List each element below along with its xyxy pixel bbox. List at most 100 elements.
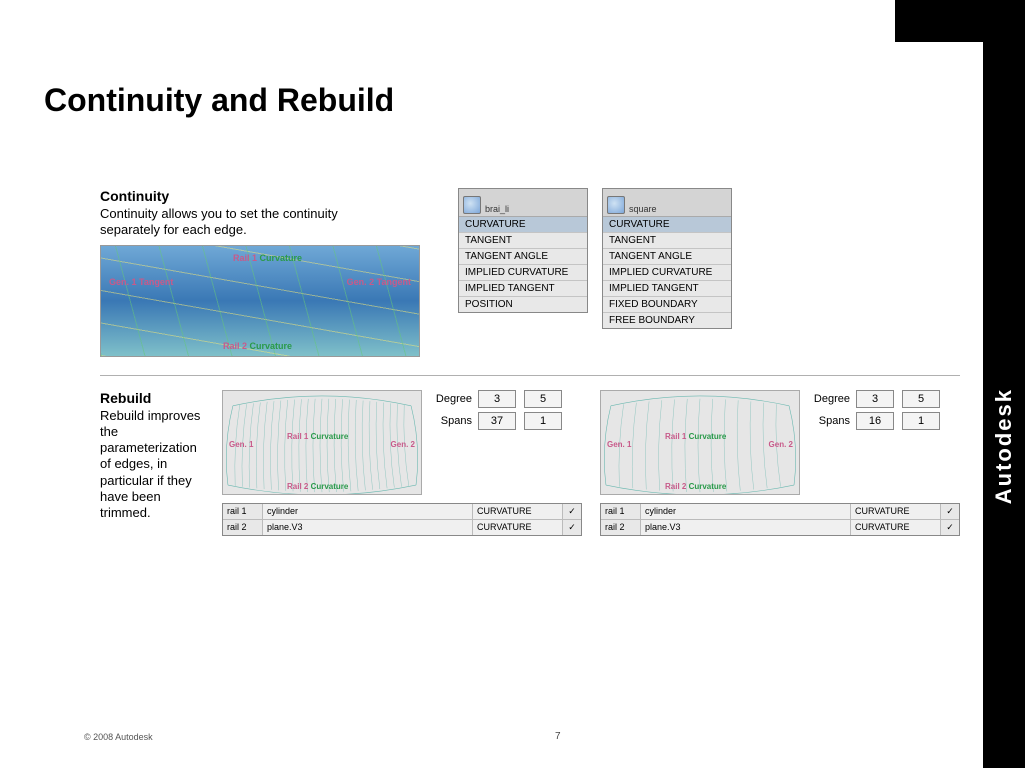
- menu-item[interactable]: IMPLIED CURVATURE: [603, 265, 731, 281]
- label-gen1: Gen. 1 Tangent: [107, 276, 175, 288]
- label-rail1-a: Rail 1: [233, 253, 260, 263]
- continuity-heading: Continuity: [100, 188, 380, 204]
- rail-check[interactable]: ✓: [563, 520, 581, 535]
- menu-item[interactable]: FREE BOUNDARY: [603, 313, 731, 328]
- spans-label: Spans: [430, 415, 478, 427]
- wlabel-rail1: Rail 1 Curvature: [285, 431, 350, 442]
- continuity-text-block: Continuity Continuity allows you to set …: [100, 188, 380, 357]
- wlabel-rail2-b: Curvature: [689, 482, 727, 491]
- wlabel-gen1: Gen. 1: [605, 439, 633, 450]
- rebuild-heading: Rebuild: [100, 390, 204, 406]
- continuity-surface-diagram: Gen. 1 Tangent Gen. 2 Tangent Rail 1 Cur…: [100, 245, 420, 357]
- page-number: 7: [555, 731, 561, 742]
- table-row: rail 1 cylinder CURVATURE ✓: [223, 504, 581, 520]
- rail-table-1: rail 1 cylinder CURVATURE ✓ rail 2 plane…: [222, 503, 582, 536]
- menu-item[interactable]: IMPLIED CURVATURE: [459, 265, 587, 281]
- rail-check[interactable]: ✓: [941, 504, 959, 519]
- rail-name: rail 2: [601, 520, 641, 535]
- rail-mode[interactable]: CURVATURE: [851, 504, 941, 519]
- rail-name: rail 1: [601, 504, 641, 519]
- rail-mode[interactable]: CURVATURE: [851, 520, 941, 535]
- rebuild-section: Rebuild Rebuild improves the parameteriz…: [100, 390, 960, 536]
- autodesk-logo-text: Autodesk: [991, 388, 1017, 504]
- degree-val-b[interactable]: 5: [902, 390, 940, 408]
- label-rail1-b: Curvature: [260, 253, 303, 263]
- rebuild-wireframe-1: Gen. 1 Gen. 2 Rail 1 Curvature Rail 2 Cu…: [222, 390, 422, 495]
- content-area: Continuity Continuity allows you to set …: [100, 188, 960, 536]
- wlabel-rail2-a: Rail 2: [287, 482, 311, 491]
- continuity-menu-1[interactable]: brai_li CURVATURE TANGENT TANGENT ANGLE …: [458, 188, 588, 313]
- rail-obj[interactable]: cylinder: [641, 504, 851, 519]
- menu-item[interactable]: TANGENT: [603, 233, 731, 249]
- wlabel-rail2: Rail 2 Curvature: [285, 481, 350, 492]
- wlabel-gen2: Gen. 2: [389, 439, 417, 450]
- rail-mode[interactable]: CURVATURE: [473, 520, 563, 535]
- surface-icon: [463, 196, 481, 214]
- degree-val-b[interactable]: 5: [524, 390, 562, 408]
- rail-table-2: rail 1 cylinder CURVATURE ✓ rail 2 plane…: [600, 503, 960, 536]
- menu-header: brai_li: [459, 189, 587, 217]
- rail-mode[interactable]: CURVATURE: [473, 504, 563, 519]
- rail-name: rail 2: [223, 520, 263, 535]
- rebuild-panel-1: Gen. 1 Gen. 2 Rail 1 Curvature Rail 2 Cu…: [222, 390, 582, 536]
- rebuild-text-block: Rebuild Rebuild improves the parameteriz…: [100, 390, 204, 522]
- slide-title: Continuity and Rebuild: [44, 82, 394, 119]
- rebuild-paragraph: Rebuild improves the parameterization of…: [100, 408, 204, 522]
- degree-val-a[interactable]: 3: [478, 390, 516, 408]
- continuity-menu-2[interactable]: square CURVATURE TANGENT TANGENT ANGLE I…: [602, 188, 732, 329]
- continuity-paragraph: Continuity allows you to set the continu…: [100, 206, 380, 239]
- degree-spans-1: Degree 3 5 Spans 37 1: [430, 390, 580, 434]
- table-row: rail 2 plane.V3 CURVATURE ✓: [601, 520, 959, 535]
- menu-item[interactable]: TANGENT ANGLE: [459, 249, 587, 265]
- autodesk-logo: Autodesk: [991, 388, 1017, 708]
- rail-obj[interactable]: plane.V3: [263, 520, 473, 535]
- menu-header: square: [603, 189, 731, 217]
- degree-label: Degree: [808, 393, 856, 405]
- wlabel-rail2-b: Curvature: [311, 482, 349, 491]
- table-row: rail 2 plane.V3 CURVATURE ✓: [223, 520, 581, 535]
- label-rail1: Rail 1 Curvature: [231, 252, 304, 264]
- degree-spans-2: Degree 3 5 Spans 16 1: [808, 390, 958, 434]
- rebuild-wireframe-2: Gen. 1 Gen. 2 Rail 1 Curvature Rail 2 Cu…: [600, 390, 800, 495]
- rail-obj[interactable]: cylinder: [263, 504, 473, 519]
- rail-check[interactable]: ✓: [563, 504, 581, 519]
- degree-label: Degree: [430, 393, 478, 405]
- table-row: rail 1 cylinder CURVATURE ✓: [601, 504, 959, 520]
- side-black-bar: Autodesk: [983, 0, 1025, 768]
- rail-name: rail 1: [223, 504, 263, 519]
- menu-item[interactable]: TANGENT ANGLE: [603, 249, 731, 265]
- menu-item[interactable]: FIXED BOUNDARY: [603, 297, 731, 313]
- spans-val-b[interactable]: 1: [902, 412, 940, 430]
- menu-item[interactable]: TANGENT: [459, 233, 587, 249]
- menu-item[interactable]: IMPLIED TANGENT: [459, 281, 587, 297]
- spans-label: Spans: [808, 415, 856, 427]
- label-rail2: Rail 2 Curvature: [221, 340, 294, 352]
- menu-name: square: [629, 204, 657, 214]
- label-rail2-a: Rail 2: [223, 341, 250, 351]
- rail-check[interactable]: ✓: [941, 520, 959, 535]
- spans-val-a[interactable]: 37: [478, 412, 516, 430]
- wlabel-rail2: Rail 2 Curvature: [663, 481, 728, 492]
- spans-val-b[interactable]: 1: [524, 412, 562, 430]
- label-gen2: Gen. 2 Tangent: [345, 276, 413, 288]
- surface-icon: [607, 196, 625, 214]
- wlabel-rail1-a: Rail 1: [665, 432, 689, 441]
- menu-item[interactable]: CURVATURE: [459, 217, 587, 233]
- wlabel-rail2-a: Rail 2: [665, 482, 689, 491]
- copyright-footer: © 2008 Autodesk: [84, 732, 153, 742]
- label-rail2-b: Curvature: [250, 341, 293, 351]
- continuity-section: Continuity Continuity allows you to set …: [100, 188, 960, 357]
- wlabel-rail1-a: Rail 1: [287, 432, 311, 441]
- degree-val-a[interactable]: 3: [856, 390, 894, 408]
- wlabel-gen1: Gen. 1: [227, 439, 255, 450]
- wlabel-gen2: Gen. 2: [767, 439, 795, 450]
- spans-val-a[interactable]: 16: [856, 412, 894, 430]
- menu-name: brai_li: [485, 204, 509, 214]
- menu-item[interactable]: POSITION: [459, 297, 587, 312]
- wlabel-rail1-b: Curvature: [689, 432, 727, 441]
- rebuild-panel-2: Gen. 1 Gen. 2 Rail 1 Curvature Rail 2 Cu…: [600, 390, 960, 536]
- wlabel-rail1: Rail 1 Curvature: [663, 431, 728, 442]
- rail-obj[interactable]: plane.V3: [641, 520, 851, 535]
- menu-item[interactable]: IMPLIED TANGENT: [603, 281, 731, 297]
- menu-item[interactable]: CURVATURE: [603, 217, 731, 233]
